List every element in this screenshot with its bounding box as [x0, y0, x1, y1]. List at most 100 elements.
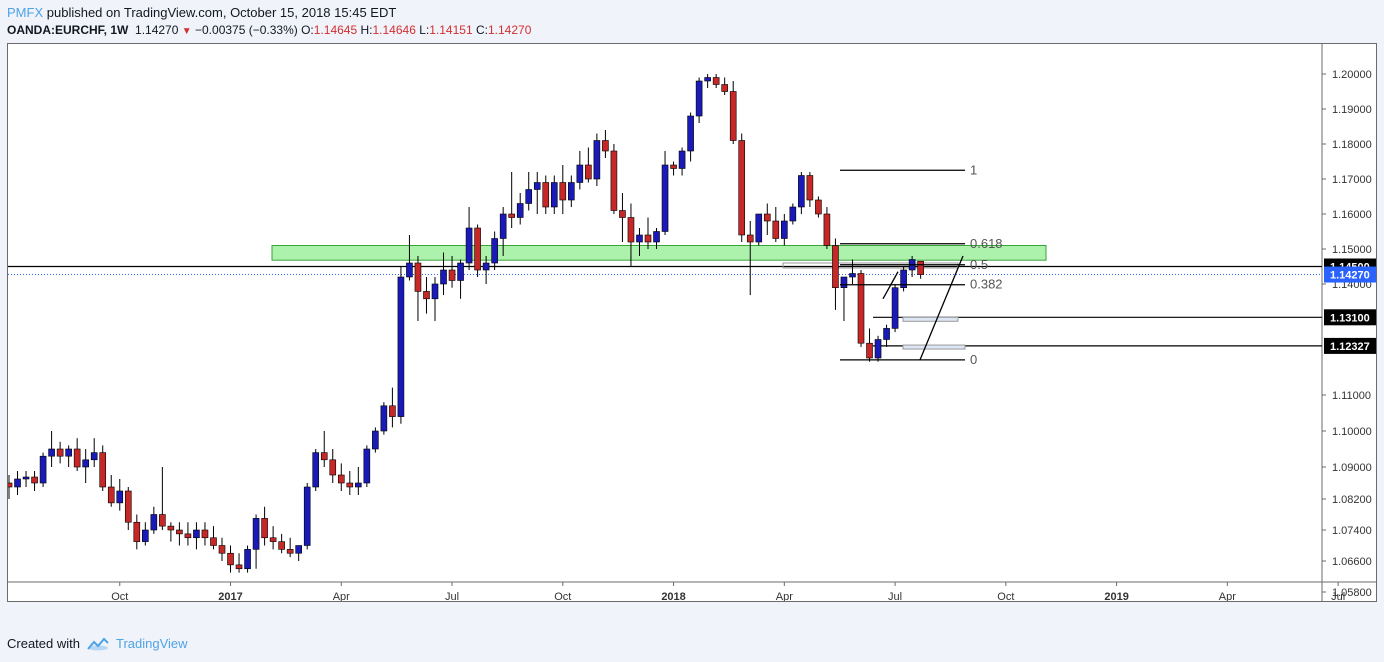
price-label: 1.14270: [1330, 270, 1370, 282]
candle-body: [619, 210, 626, 218]
candle-body: [883, 328, 890, 340]
support-zone: [271, 245, 1047, 261]
candle-body: [380, 405, 388, 432]
candle-body: [781, 220, 788, 239]
candle-body: [389, 405, 396, 417]
candle-body: [457, 262, 464, 281]
time-tick-label: Jul: [888, 591, 902, 601]
tradingview-logo-icon[interactable]: [86, 637, 110, 651]
candle-body: [414, 262, 422, 292]
trend-line: [882, 271, 899, 300]
time-tick-label: Apr: [333, 591, 350, 601]
candle-body: [440, 269, 447, 285]
candle-body: [363, 448, 371, 484]
candle-body: [167, 525, 175, 531]
candle-body: [900, 269, 907, 289]
candle-body: [491, 238, 498, 264]
candle-body: [355, 482, 362, 488]
candle-body: [431, 283, 439, 300]
candle-body: [661, 164, 669, 232]
time-tick-label: Jul: [445, 591, 459, 601]
price-axis: 1.20000 1.19000 1.18000 1.17000 1.16000 1.150…: [1322, 69, 1376, 599]
price-tick-label: 1.16000: [1332, 209, 1372, 221]
candle-body: [610, 150, 618, 211]
author-name[interactable]: PMFX: [7, 5, 44, 20]
candle-body: [593, 140, 601, 180]
candle-body: [857, 273, 865, 344]
candle-body: [627, 217, 635, 243]
candle-body: [423, 291, 430, 300]
candle-body: [56, 448, 64, 457]
time-tick-label: 2017: [218, 591, 242, 601]
price-tick-label: 1.05800: [1332, 587, 1372, 599]
symbol-info: OANDA:EURCHF, 1W 1.14270 ▼ −0.00375 (−0.…: [7, 22, 531, 40]
tradingview-link[interactable]: TradingView: [115, 636, 188, 651]
candle-body: [832, 245, 839, 289]
candle-body: [695, 80, 703, 117]
candle-body: [235, 564, 243, 570]
candle-body: [746, 234, 754, 243]
candle-body: [678, 150, 686, 169]
range-box: [902, 344, 966, 350]
candle-body: [201, 529, 209, 539]
candle-body: [866, 342, 873, 359]
price-chart[interactable]: 1 0.618 0.5 0.382 0 1.20000 1.19000 1.18000 1.1…: [5, 43, 1377, 603]
candle-body: [755, 213, 763, 243]
candle-body: [721, 84, 728, 92]
time-tick-label: Oct: [111, 591, 128, 601]
price-label-box: [1324, 337, 1376, 354]
candle-body: [218, 545, 226, 554]
candle-body: [14, 478, 21, 488]
candle-body: [107, 486, 115, 504]
candle-body: [176, 529, 183, 535]
price-tick-label: 1.18000: [1332, 139, 1372, 151]
high-value: 1.14646: [372, 23, 416, 37]
candle-body: [210, 537, 217, 546]
candle-body: [465, 227, 473, 264]
chart-canvas[interactable]: 1 0.618 0.5 0.382 0 1.20000 1.19000 1.18000 1.1…: [5, 44, 1376, 603]
candle-body: [372, 430, 379, 450]
candle-body: [39, 455, 47, 484]
range-box: [902, 316, 959, 322]
candle-body: [806, 175, 814, 201]
candle-body: [244, 549, 251, 570]
price-tick-label: 1.19000: [1332, 104, 1372, 116]
candle-body: [150, 514, 158, 531]
candle-body: [90, 452, 98, 461]
candle-body: [346, 482, 354, 488]
footer: Created with TradingView: [7, 636, 188, 651]
price-label: 1.12327: [1330, 341, 1370, 353]
price-tick-label: 1.15000: [1332, 244, 1372, 256]
publish-info: published on TradingView.com, October 15…: [46, 5, 397, 20]
down-arrow-icon: ▼: [181, 26, 192, 37]
price-label: 1.13100: [1330, 312, 1370, 324]
candle-body: [559, 182, 567, 201]
candle-body: [798, 175, 805, 208]
price-label-box: [1324, 309, 1376, 326]
candle-body: [789, 206, 797, 222]
candle-body: [116, 490, 124, 504]
candle-body: [99, 452, 107, 488]
candle-body: [636, 234, 643, 243]
candle-body: [687, 115, 694, 152]
fib-layer: 1 0.618 0.5 0.382 0: [840, 162, 1003, 367]
price-tick-label: 1.20000: [1332, 69, 1372, 81]
candle-body: [5, 482, 13, 488]
candle-body: [184, 533, 192, 539]
candle-body: [227, 552, 234, 566]
price-tick-label: 1.09000: [1332, 462, 1372, 474]
time-tick-label: Oct: [554, 591, 571, 601]
candle-body: [823, 213, 831, 246]
low-label: L:: [419, 23, 430, 37]
candle-body: [406, 262, 413, 278]
publish-header: PMFX published on TradingView.com, Octob…: [7, 4, 396, 22]
price-tick-label: 1.07400: [1332, 525, 1372, 537]
time-tick-label: 2018: [661, 591, 685, 601]
time-axis: Oct 2017 Apr Jul Oct 2018 Apr Jul Oct 2019 Apr Jul: [111, 582, 1345, 603]
candle-body: [712, 77, 720, 85]
range-box: [782, 262, 959, 269]
candle-body: [193, 529, 200, 539]
candle-body: [303, 486, 311, 546]
candle-body: [142, 529, 149, 542]
candle-body: [568, 182, 575, 201]
